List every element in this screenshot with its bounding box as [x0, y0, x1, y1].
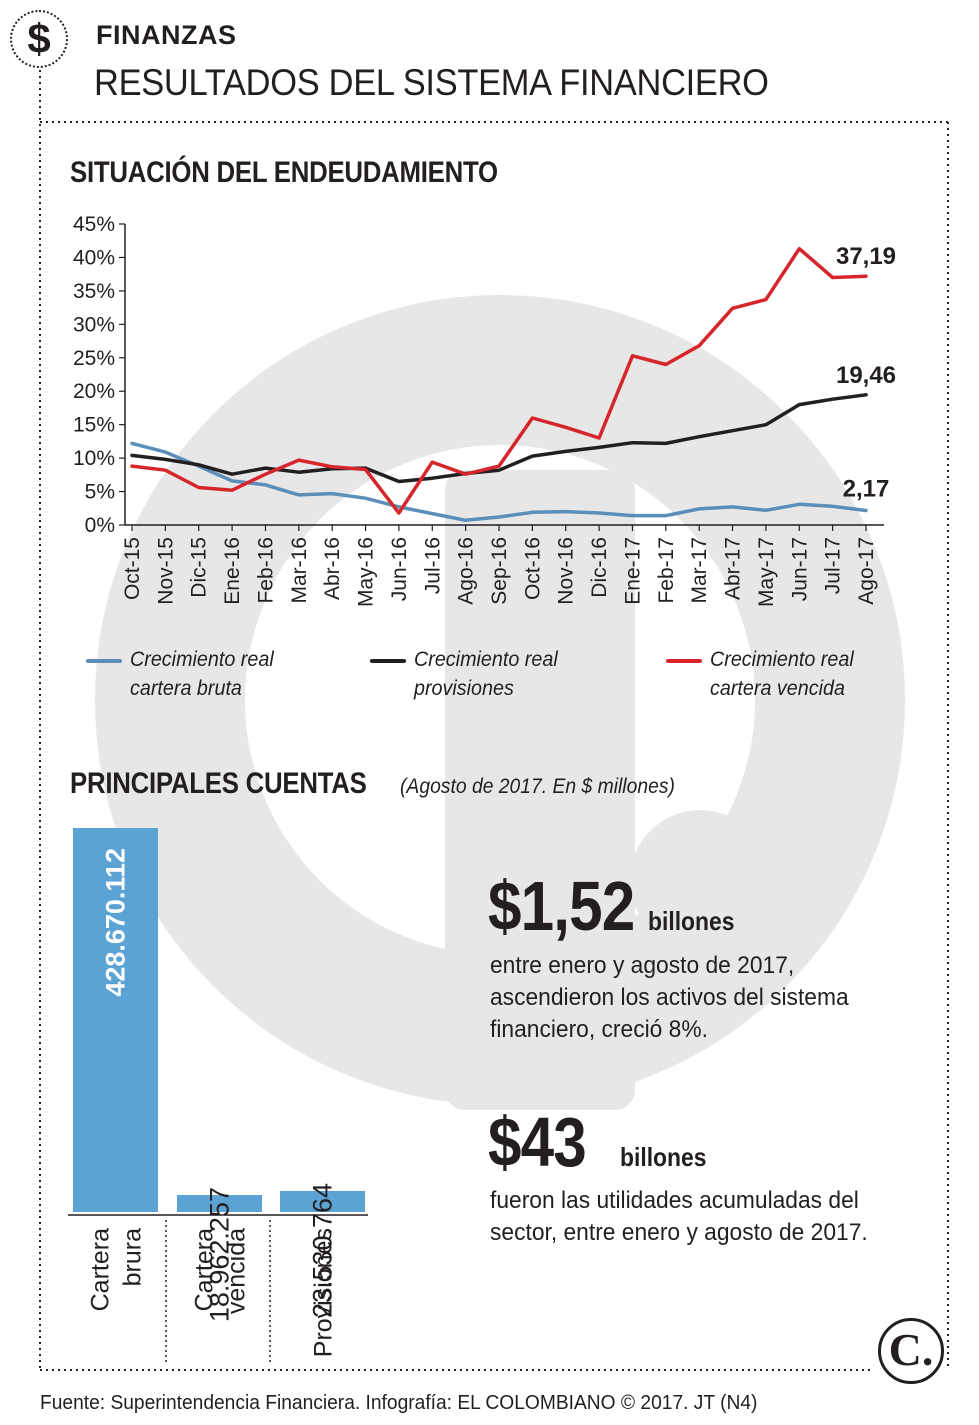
bar-value-label: 428.670.112: [101, 848, 131, 997]
y-tick-label: 45%: [73, 213, 115, 236]
y-tick-label: 10%: [73, 447, 115, 470]
series-line: [130, 393, 868, 484]
el-colombiano-logo: C.: [878, 1318, 944, 1384]
y-tick-label: 40%: [73, 246, 115, 269]
y-tick-label: 20%: [73, 380, 115, 403]
x-tick-label: Ene-16: [221, 537, 244, 605]
bar-value-label: 18.962.257: [205, 1187, 235, 1322]
watermark-logo: [95, 295, 905, 1110]
highlight-text: fueron las utilidades acumuladas del sec…: [490, 1187, 868, 1246]
dotted-frame: [39, 70, 949, 1371]
x-tick-label: Oct-15: [121, 537, 144, 600]
x-tick-label: Abr-16: [321, 537, 344, 600]
x-tick-label: Dic-16: [588, 537, 611, 598]
source-footer: Fuente: Superintendencia Financiera. Inf…: [40, 1392, 758, 1414]
highlight-text: entre enero y agosto de 2017, ascendiero…: [490, 952, 849, 1043]
highlight-value: $1,52: [488, 867, 635, 945]
legend-label: Crecimiento real cartera vencida: [710, 648, 854, 700]
line-chart: 0% 5% 10% 15% 20% 25% 30% 35% 40% 45% Oct-15 Nov-15…: [73, 213, 896, 607]
series-line: [130, 441, 868, 523]
highlight-profits: $43 billones: [488, 1102, 718, 1182]
y-tick-label: 30%: [73, 313, 115, 336]
series-end-label: 19,46: [836, 362, 896, 389]
x-tick-label: Jul-16: [421, 537, 444, 594]
bar-category-label: Cartera: [87, 1228, 115, 1311]
x-tick-label: Abr-17: [722, 537, 745, 600]
x-tick-label: Nov-15: [154, 537, 177, 605]
x-tick-label: Mar-16: [288, 537, 311, 604]
dollar-glyph: $: [27, 15, 51, 62]
bar-category-label: Cartera: [191, 1228, 219, 1311]
x-tick-label: Mar-17: [688, 537, 711, 604]
bar-category-label: vencida: [223, 1228, 251, 1314]
y-tick-label: 35%: [73, 280, 115, 303]
logo-glyph: C.: [888, 1324, 934, 1375]
x-tick-label: Ago-16: [455, 537, 478, 605]
x-tick-label: Oct-16: [521, 537, 544, 600]
series-end-label: 37,19: [836, 243, 896, 270]
bar-chart-note: (Agosto de 2017. En $ millones): [400, 775, 675, 798]
highlight-assets: $1,52 billones: [488, 866, 746, 946]
x-tick-label: Jul-17: [822, 537, 845, 594]
legend-label: Crecimiento real provisiones: [414, 648, 558, 700]
x-tick-label: Feb-16: [254, 537, 277, 604]
x-tick-label: Ago-17: [855, 537, 878, 605]
x-tick-label: Ene-17: [621, 537, 644, 605]
x-tick-label: May-16: [355, 537, 378, 607]
section-tag: FINANZAS: [96, 20, 237, 50]
highlight-unit: billones: [648, 906, 735, 936]
bar-category-label: brura: [119, 1228, 147, 1286]
x-tick-label: Sep-16: [488, 537, 511, 605]
y-tick-label: 25%: [73, 347, 115, 370]
highlight-unit: billones: [619, 1142, 707, 1172]
legend-item-provisiones: Crecimiento real provisiones: [370, 645, 624, 703]
bar-value-label: 23.530.764: [308, 1183, 338, 1318]
x-tick-label: Nov-16: [555, 537, 578, 605]
legend-swatch: [86, 659, 122, 663]
bar: [73, 828, 158, 1212]
bar-category-label: Provisiones: [310, 1228, 338, 1357]
legend-item-cartera-bruta: Crecimiento real cartera bruta: [86, 645, 340, 703]
y-tick-label: 15%: [73, 414, 115, 437]
x-tick-label: Feb-17: [655, 537, 678, 604]
legend-label: Crecimiento real cartera bruta: [130, 648, 274, 700]
bar: [280, 1190, 365, 1212]
dollar-icon: $: [10, 10, 68, 68]
bar: [177, 1195, 262, 1212]
legend-swatch: [666, 659, 702, 663]
y-tick-label: 0%: [85, 514, 115, 537]
legend-swatch: [370, 659, 406, 663]
series-line: [130, 246, 868, 515]
x-tick-label: Dic-15: [188, 537, 211, 598]
series-end-label: 2,17: [843, 475, 890, 502]
x-tick-label: Jun-17: [788, 537, 811, 601]
bar-chart-title: PRINCIPALES CUENTAS: [70, 767, 367, 800]
y-tick-label: 5%: [85, 481, 115, 504]
highlight-value: $43: [488, 1103, 587, 1181]
page-title: RESULTADOS DEL SISTEMA FINANCIERO: [94, 62, 769, 103]
x-tick-label: Jun-16: [388, 537, 411, 601]
x-tick-label: May-17: [755, 537, 778, 607]
line-chart-title: SITUACIÓN DEL ENDEUDAMIENTO: [70, 156, 498, 189]
legend-item-cartera-vencida: Crecimiento real cartera vencida: [666, 645, 920, 703]
